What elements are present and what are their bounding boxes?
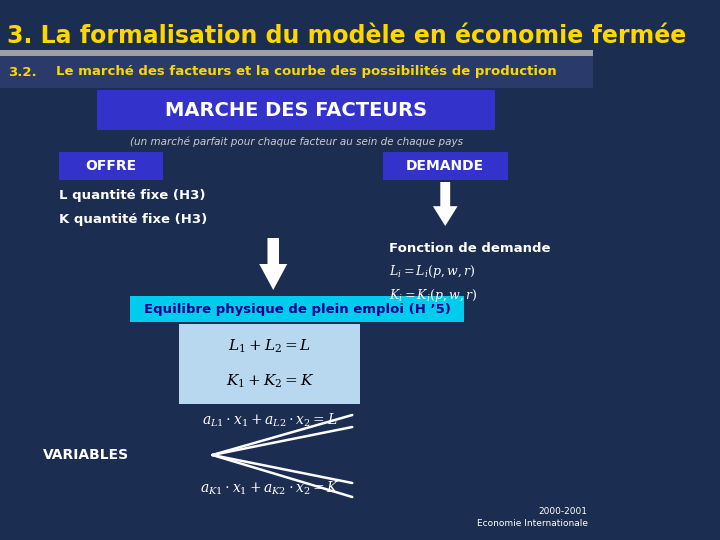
FancyBboxPatch shape <box>0 56 593 88</box>
Text: VARIABLES: VARIABLES <box>42 448 129 462</box>
FancyBboxPatch shape <box>130 296 464 322</box>
Text: $L_1 + L_2 = L$: $L_1 + L_2 = L$ <box>228 338 312 355</box>
FancyBboxPatch shape <box>59 152 163 180</box>
FancyBboxPatch shape <box>97 90 495 130</box>
Text: 3. La formalisation du modèle en économie fermée: 3. La formalisation du modèle en économi… <box>6 24 686 48</box>
Text: (un marché parfait pour chaque facteur au sein de chaque pays: (un marché parfait pour chaque facteur a… <box>130 137 463 147</box>
Text: $a_{L1} \cdot x_1 + a_{L2} \cdot x_2 = L$: $a_{L1} \cdot x_1 + a_{L2} \cdot x_2 = L… <box>202 411 338 429</box>
Polygon shape <box>259 238 287 290</box>
FancyBboxPatch shape <box>179 324 361 404</box>
Text: $K_i = K_i(p, w, r)$: $K_i = K_i(p, w, r)$ <box>390 287 478 303</box>
Text: Equilibre physique de plein emploi (H ’5): Equilibre physique de plein emploi (H ’5… <box>144 302 451 315</box>
Text: Fonction de demande: Fonction de demande <box>390 241 551 254</box>
Text: MARCHE DES FACTEURS: MARCHE DES FACTEURS <box>165 100 428 119</box>
Text: K quantité fixe (H3): K quantité fixe (H3) <box>59 213 207 226</box>
Text: $a_{K1} \cdot x_1 + a_{K2} \cdot x_2 = K$: $a_{K1} \cdot x_1 + a_{K2} \cdot x_2 = K… <box>200 480 340 497</box>
Text: L quantité fixe (H3): L quantité fixe (H3) <box>59 190 206 202</box>
Text: 3.2.: 3.2. <box>8 65 37 78</box>
Polygon shape <box>433 182 458 226</box>
FancyBboxPatch shape <box>0 50 593 56</box>
Text: 2000-2001
Economie Internationale: 2000-2001 Economie Internationale <box>477 507 588 528</box>
Text: Le marché des facteurs et la courbe des possibilités de production: Le marché des facteurs et la courbe des … <box>56 65 557 78</box>
Text: OFFRE: OFFRE <box>86 159 137 173</box>
Text: $L_i = L_i(p, w, r)$: $L_i = L_i(p, w, r)$ <box>390 264 476 280</box>
Text: DEMANDE: DEMANDE <box>406 159 485 173</box>
FancyBboxPatch shape <box>383 152 508 180</box>
Text: $K_1 + K_2 = K$: $K_1 + K_2 = K$ <box>225 372 314 390</box>
